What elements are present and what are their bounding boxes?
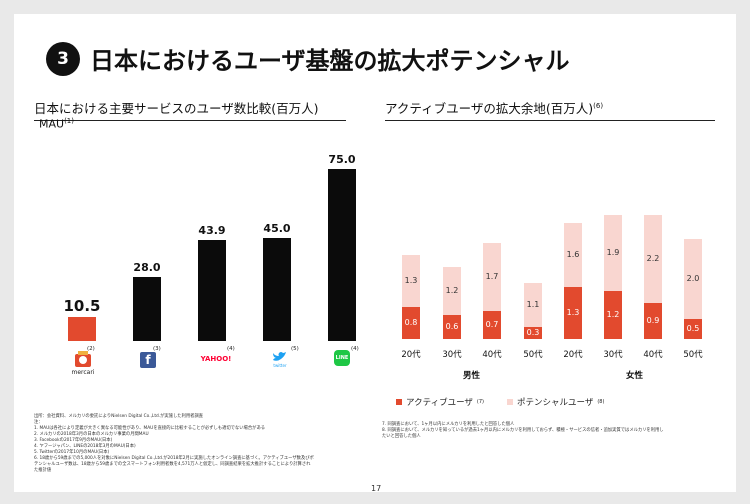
mercari-logo-icon: mercari xyxy=(70,345,96,379)
potential-user-bar xyxy=(604,215,622,291)
age-group-label: 20代 xyxy=(563,350,583,360)
mau-value-label: 75.0 xyxy=(328,152,356,166)
age-group-label: 30代 xyxy=(442,350,462,360)
slide: 3 日本におけるユーザ基盤の拡大ポテンシャル 日本における主要サービスのユーザ数… xyxy=(14,14,736,492)
icon-footnote-mercari: (2) xyxy=(87,346,95,352)
active-user-bar xyxy=(483,311,501,339)
icon-footnote-line: (4) xyxy=(351,346,359,352)
mau-bar xyxy=(328,168,356,341)
page-number: 17 xyxy=(371,484,382,492)
active-user-value: 0.9 xyxy=(646,316,660,325)
page-title: 日本におけるユーザ基盤の拡大ポテンシャル xyxy=(90,47,570,75)
mau-bar xyxy=(133,276,161,341)
potential-user-bar xyxy=(644,215,662,303)
potential-user-value: 1.7 xyxy=(485,272,499,281)
active-user-bar xyxy=(524,327,542,339)
active-user-value: 1.2 xyxy=(606,310,620,319)
active-user-value: 0.5 xyxy=(686,324,700,333)
line-logo-icon: LINE xyxy=(334,350,350,366)
right-section-title: アクティブユーザの拡大余地(百万人)(6) xyxy=(385,98,715,121)
age-group-label: 40代 xyxy=(643,350,663,360)
mau-value-label: 43.9 xyxy=(198,224,226,238)
potential-user-bar xyxy=(483,243,501,311)
age-group-label: 50代 xyxy=(683,350,703,360)
age-group-label: 50代 xyxy=(523,350,543,360)
mau-value-label: 28.0 xyxy=(133,260,161,274)
potential-user-value: 1.2 xyxy=(445,286,459,295)
active-user-value: 0.3 xyxy=(526,328,540,337)
potential-user-value: 1.9 xyxy=(606,248,620,257)
mau-value-label: 45.0 xyxy=(263,221,291,235)
yahoo-japan-logo-icon: YAHOO! xyxy=(200,355,232,363)
section-number-badge: 3 xyxy=(46,42,80,76)
potential-user-bar xyxy=(402,255,420,307)
icon-footnote-yahoo: (4) xyxy=(227,346,235,352)
age-group-label: 30代 xyxy=(603,350,623,360)
left-section-title: 日本における主要サービスのユーザ数比較(百万人) xyxy=(34,98,346,121)
legend-active-users: アクティブユーザ (7) xyxy=(396,396,484,408)
legend-potential-users: ポテンシャルユーザ (8) xyxy=(507,396,604,408)
active-user-bar xyxy=(604,291,622,339)
legend-swatch-active xyxy=(396,399,402,405)
potential-user-value: 1.3 xyxy=(404,276,418,285)
mau-bar xyxy=(68,316,96,341)
mau-label: MAU(1) xyxy=(39,117,74,131)
gender-label-female: 女性 xyxy=(626,371,644,381)
icon-footnote-twitter: (5) xyxy=(291,346,299,352)
twitter-logo-icon: twitter xyxy=(269,348,291,370)
potential-user-value: 2.2 xyxy=(646,254,660,263)
active-user-value: 1.3 xyxy=(566,308,580,317)
active-user-value: 0.7 xyxy=(485,320,499,329)
legend-swatch-potential xyxy=(507,399,513,405)
potential-user-value: 1.6 xyxy=(566,250,580,259)
active-user-bar xyxy=(402,307,420,339)
age-group-label: 20代 xyxy=(401,350,421,360)
gender-label-male: 男性 xyxy=(463,371,481,381)
icon-footnote-facebook: (3) xyxy=(153,346,161,352)
potential-user-value: 2.0 xyxy=(686,274,700,283)
footnotes-right: 7. 同調査において、1ヶ月以内にメルカリを利用したと回答した個人 8. 同調査… xyxy=(382,422,664,439)
active-user-bar xyxy=(684,319,702,339)
active-user-bar xyxy=(443,315,461,339)
potential-user-value: 1.1 xyxy=(526,300,540,309)
potential-user-bar xyxy=(443,267,461,315)
facebook-logo-icon: f xyxy=(140,352,156,368)
potential-user-bar xyxy=(524,283,542,327)
potential-user-bar xyxy=(684,239,702,319)
mau-bar xyxy=(198,240,226,341)
potential-user-bar xyxy=(564,223,582,287)
active-user-value: 0.6 xyxy=(445,322,459,331)
footnotes-left: 出所：会社資料、メルカリの委託によりNielsen Digital Co.,Lt… xyxy=(34,414,314,473)
active-user-bar xyxy=(644,303,662,339)
mau-value-label: 10.5 xyxy=(63,296,101,315)
active-user-bar xyxy=(564,287,582,339)
age-group-label: 40代 xyxy=(482,350,502,360)
active-user-value: 0.8 xyxy=(404,318,418,327)
mau-bar xyxy=(263,237,291,341)
